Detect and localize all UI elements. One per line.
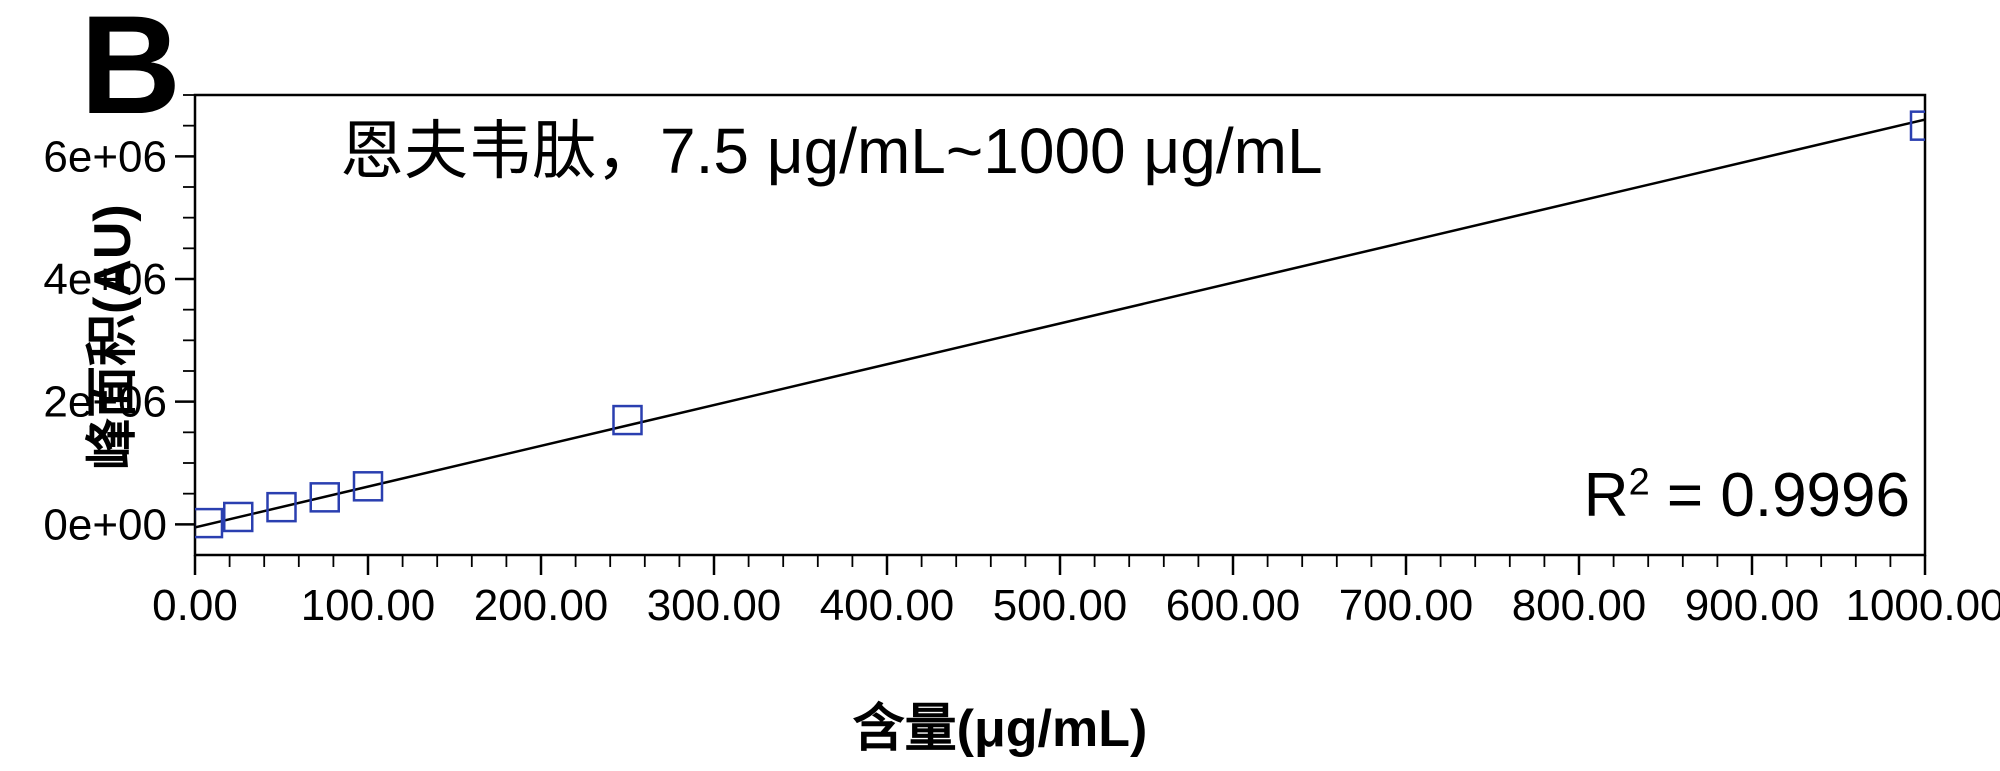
x-tick-label: 800.00 xyxy=(1512,581,1647,630)
x-tick-label: 200.00 xyxy=(474,581,609,630)
x-tick-label: 600.00 xyxy=(1166,581,1301,630)
x-tick-label: 100.00 xyxy=(301,581,436,630)
r2-base: R xyxy=(1584,461,1629,530)
r-squared-annotation: R2 = 0.9996 xyxy=(1584,460,1910,531)
x-tick-label: 1000.00 xyxy=(1845,581,2000,630)
x-tick-label: 500.00 xyxy=(993,581,1128,630)
chart-container: B 0.00100.00200.00300.00400.00500.00600.… xyxy=(0,0,2000,771)
r2-value: = 0.9996 xyxy=(1650,461,1910,530)
x-tick-label: 400.00 xyxy=(820,581,955,630)
r2-sup: 2 xyxy=(1629,461,1650,503)
x-tick-label: 700.00 xyxy=(1339,581,1474,630)
x-tick-label: 900.00 xyxy=(1685,581,1820,630)
x-tick-label: 300.00 xyxy=(647,581,782,630)
y-axis-label: 峰面积(AU) xyxy=(70,204,145,470)
x-tick-label: 0.00 xyxy=(152,581,238,630)
y-tick-label: 6e+06 xyxy=(43,132,167,181)
chart-title-annotation: 恩夫韦肽，7.5 μg/mL~1000 μg/mL xyxy=(340,100,1323,192)
y-tick-label: 0e+00 xyxy=(43,500,167,549)
x-axis-label: 含量(μg/mL) xyxy=(853,686,1148,761)
